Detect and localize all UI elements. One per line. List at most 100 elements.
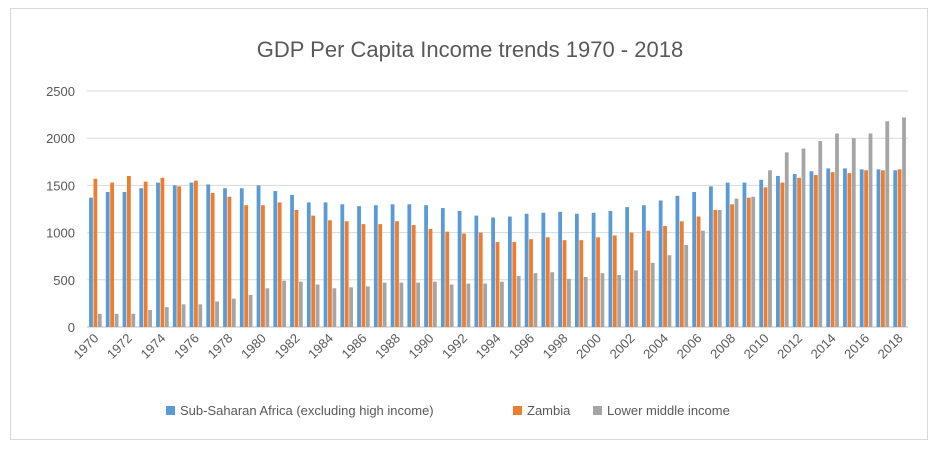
bar-0-2010 [759, 179, 764, 327]
bar-2-2017 [885, 121, 890, 328]
bar-0-1989 [407, 204, 412, 327]
bar-1-1986 [361, 224, 366, 327]
bar-0-1997 [541, 212, 546, 327]
bar-2-1990 [432, 281, 437, 327]
bar-1-1998 [562, 240, 567, 327]
bar-0-2017 [876, 169, 881, 327]
bar-2-1975 [181, 304, 186, 327]
bar-0-2015 [843, 168, 847, 327]
bar-1-1997 [545, 237, 550, 327]
bars [89, 117, 906, 328]
x-tick-label-2008: 2008 [707, 331, 738, 362]
bar-0-2018 [893, 170, 898, 327]
bar-1-2009 [746, 197, 751, 327]
x-tick-label-2002: 2002 [607, 331, 638, 362]
bar-0-1974 [156, 182, 160, 327]
bar-0-1970 [89, 197, 93, 327]
bar-2-1999 [583, 276, 588, 327]
bar-2-1972 [131, 313, 136, 327]
legend: Sub-Saharan Africa (excluding high incom… [166, 403, 730, 418]
bar-2-1979 [248, 294, 253, 327]
bar-0-1979 [239, 188, 244, 327]
bar-1-2003 [646, 230, 651, 327]
bar-1-2002 [629, 232, 634, 327]
bar-1-2018 [897, 169, 902, 327]
bar-1-2010 [763, 187, 768, 327]
bar-1-2014 [830, 172, 835, 327]
y-tick-label-1000: 1000 [46, 226, 75, 241]
y-tick-label-1500: 1500 [46, 178, 75, 193]
x-axis-tick-labels: 1970 1972 1974 1976 1978 1980 1982 1984 1986 1988… [70, 331, 905, 362]
bar-2-2000 [600, 273, 605, 327]
bar-0-1990 [424, 205, 428, 327]
bar-0-1992 [457, 210, 462, 327]
x-tick-label-1974: 1974 [137, 331, 168, 362]
bar-1-2017 [880, 170, 885, 327]
bar-0-1984 [323, 202, 328, 327]
x-tick-label-1996: 1996 [506, 331, 537, 362]
bar-1-1999 [579, 240, 584, 327]
bar-0-2012 [792, 174, 797, 327]
bar-2-1993 [483, 283, 488, 327]
bar-0-1991 [440, 208, 445, 327]
bar-0-1994 [491, 217, 495, 327]
bar-0-2011 [776, 175, 780, 327]
bar-1-1978 [227, 196, 232, 327]
bar-0-1973 [139, 188, 144, 327]
bar-0-1983 [306, 202, 311, 327]
bar-0-1996 [524, 213, 529, 327]
bar-2-1987 [382, 282, 387, 327]
bar-0-1976 [189, 182, 194, 327]
bar-0-1977 [206, 184, 211, 327]
bar-2-2001 [617, 275, 622, 327]
bar-2-1986 [365, 286, 370, 327]
chart-frame: GDP Per Capita Income trends 1970 - 2018… [10, 8, 928, 440]
bar-0-2009 [742, 182, 747, 327]
bar-1-1981 [277, 202, 282, 327]
bar-2-1991 [449, 284, 454, 327]
bar-2-1983 [315, 284, 320, 327]
bar-2-1985 [349, 287, 353, 327]
x-tick-label-2012: 2012 [774, 331, 805, 362]
bar-0-1980 [256, 185, 261, 327]
bar-2-2011 [784, 152, 789, 327]
bar-2-1998 [567, 278, 571, 327]
bar-2-1976 [198, 304, 203, 327]
bar-0-2004 [658, 200, 663, 327]
bar-1-1977 [210, 192, 215, 327]
bar-0-2006 [692, 192, 697, 327]
bar-2-2013 [818, 141, 823, 327]
bar-2-2015 [851, 138, 856, 327]
bar-2-2009 [751, 196, 756, 327]
bar-1-1983 [311, 215, 316, 327]
legend-label-zambia: Zambia [527, 403, 571, 418]
bar-1-1993 [478, 232, 483, 327]
bar-2-1984 [332, 288, 337, 327]
bar-1-2013 [813, 175, 818, 327]
bar-2-2007 [717, 209, 722, 327]
x-tick-label-1992: 1992 [439, 331, 470, 362]
y-axis-tick-labels: 0 500 1000 1500 2000 2500 [46, 84, 75, 335]
bar-1-2015 [847, 173, 852, 327]
bar-2-1992 [466, 283, 471, 327]
x-tick-label-2016: 2016 [841, 331, 872, 362]
bar-0-1975 [172, 185, 177, 327]
bar-1-1979 [244, 205, 249, 327]
x-tick-label-2000: 2000 [573, 331, 604, 362]
bar-0-1982 [290, 194, 294, 327]
bar-1-2012 [797, 177, 801, 327]
bar-0-2003 [642, 205, 646, 327]
bar-2-2005 [684, 244, 689, 327]
bar-1-2007 [713, 209, 718, 327]
bar-2-1995 [516, 276, 521, 327]
bar-1-1985 [344, 221, 349, 327]
bar-0-1981 [273, 191, 278, 327]
bar-1-1970 [93, 178, 98, 327]
bar-2-1996 [533, 273, 538, 327]
bar-2-1997 [550, 272, 555, 327]
bar-1-2004 [663, 225, 667, 327]
x-tick-label-2004: 2004 [640, 331, 671, 362]
bar-0-1986 [357, 206, 361, 327]
bar-2-2010 [768, 170, 772, 327]
bar-0-1999 [574, 213, 579, 327]
